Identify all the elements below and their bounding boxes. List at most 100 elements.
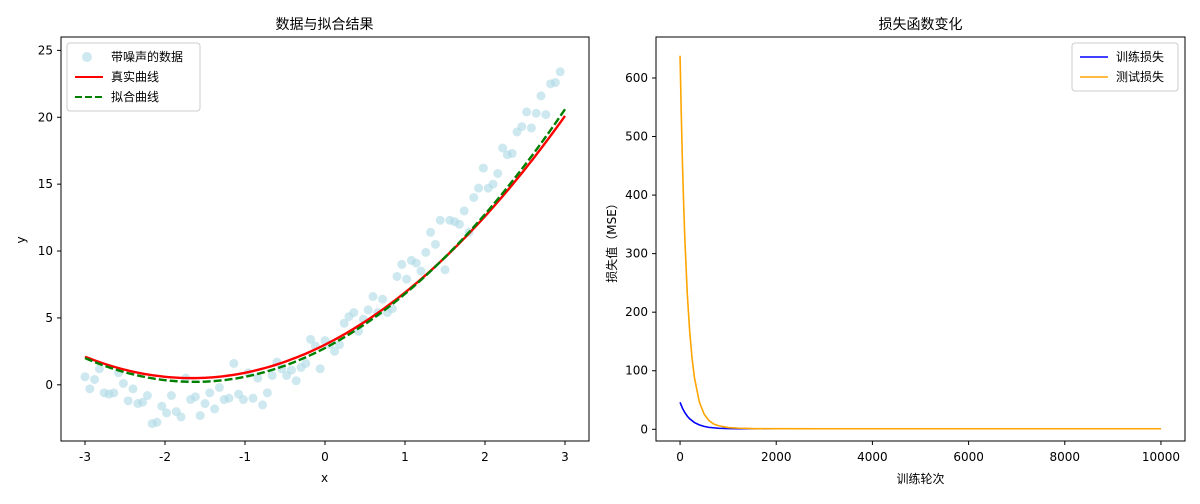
data-point (301, 358, 311, 368)
data-point (474, 183, 484, 193)
data-point (334, 340, 344, 350)
data-point (397, 259, 407, 269)
data-point (190, 392, 200, 402)
data-point (421, 247, 431, 257)
data-point (368, 292, 378, 302)
right-y-tick-label: 100 (625, 364, 648, 378)
right-y-tick-label: 400 (625, 188, 648, 202)
data-point (378, 294, 388, 304)
data-point (123, 396, 133, 406)
data-point (238, 395, 248, 405)
right-plot-frame (655, 36, 1186, 442)
data-point (550, 77, 560, 87)
left-x-tick-label: 1 (401, 450, 409, 464)
left-x-axis-label: x (321, 471, 328, 485)
right-y-tick-label: 600 (625, 71, 648, 85)
legend-label: 真实曲线 (111, 69, 159, 84)
left-y-tick-label: 10 (38, 244, 53, 258)
legend-label: 带噪声的数据 (111, 49, 183, 64)
data-point (416, 266, 426, 276)
data-point (162, 408, 172, 418)
data-point (430, 239, 440, 249)
left-y-tick-label: 20 (38, 110, 53, 124)
data-point (435, 215, 445, 225)
data-point (531, 108, 541, 118)
right-x-tick-label: 0 (676, 450, 684, 464)
data-point (498, 143, 508, 153)
data-point (128, 384, 138, 394)
legend-label: 训练损失 (1116, 49, 1164, 64)
data-point (253, 373, 263, 383)
data-point (85, 384, 95, 394)
data-point (354, 326, 364, 336)
left-x-tick-label: 0 (321, 450, 329, 464)
data-point (478, 163, 488, 173)
data-point (339, 318, 349, 328)
left-x-tick-label: -1 (239, 450, 251, 464)
right-y-tick-label: 0 (640, 422, 648, 436)
data-point (517, 122, 527, 132)
data-point (262, 388, 272, 398)
train-loss-line (679, 402, 1161, 430)
data-point (142, 391, 152, 401)
data-point (118, 378, 128, 388)
right-x-tick-label: 8000 (1049, 450, 1080, 464)
data-point (315, 364, 325, 374)
left-x-tick-label: 3 (561, 450, 569, 464)
left-plot-frame (60, 36, 590, 442)
data-point (214, 382, 224, 392)
data-point (205, 388, 215, 398)
left-y-tick-label: 15 (38, 177, 53, 191)
data-point (166, 391, 176, 401)
right-x-tick-label: 2000 (761, 450, 792, 464)
data-point (94, 364, 104, 374)
data-point (402, 274, 412, 284)
data-point (176, 412, 186, 422)
legend-label: 测试损失 (1116, 69, 1164, 84)
data-point (526, 123, 536, 133)
data-point (138, 397, 148, 407)
data-point (224, 393, 234, 403)
left-chart: 数据与拟合结果 x y -3 -2 -1 0 1 2 3 0 5 10 15 20 25 带噪声的数据真… (14, 17, 590, 485)
left-chart-title: 数据与拟合结果 (276, 17, 374, 33)
left-x-tick-label: -2 (159, 450, 171, 464)
data-point (363, 305, 373, 315)
right-x-tick-label: 4000 (857, 450, 888, 464)
data-point (536, 91, 546, 101)
data-point (426, 227, 436, 237)
left-plot-area: -3 -2 -1 0 1 2 3 0 5 10 15 20 25 (38, 36, 590, 464)
data-point (469, 193, 479, 203)
right-x-axis-label: 训练轮次 (896, 471, 944, 486)
data-point (109, 388, 119, 398)
right-y-tick-label: 300 (625, 247, 648, 261)
data-point (411, 258, 421, 268)
data-point (90, 374, 100, 384)
left-y-tick-label: 0 (45, 378, 53, 392)
right-x-tick-label: 10000 (1142, 450, 1180, 464)
fitted-curve-line (84, 108, 566, 384)
data-point (306, 334, 316, 344)
data-point (157, 401, 167, 411)
legend-marker-scatter (82, 52, 92, 62)
data-point (507, 148, 517, 158)
test-loss-line (679, 55, 1161, 430)
data-point (349, 308, 359, 318)
data-point (152, 417, 162, 427)
left-x-tick-label: 2 (481, 450, 489, 464)
data-point (330, 346, 340, 356)
right-y-axis-label: 损失值（MSE） (604, 197, 619, 283)
data-point (459, 206, 469, 216)
data-point (286, 365, 296, 375)
right-y-tick-label: 200 (625, 305, 648, 319)
data-point (555, 67, 565, 77)
data-point (522, 107, 532, 117)
data-point (258, 400, 268, 410)
true-curve-line (84, 115, 566, 380)
data-point (493, 168, 503, 178)
data-point (195, 411, 205, 421)
left-y-tick-label: 25 (38, 43, 53, 57)
left-x-tick-label: -3 (79, 450, 91, 464)
data-point (200, 399, 210, 409)
